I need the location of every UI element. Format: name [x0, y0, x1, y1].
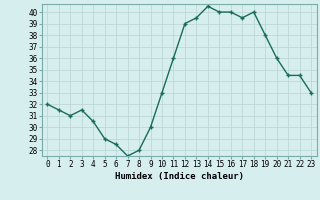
X-axis label: Humidex (Indice chaleur): Humidex (Indice chaleur): [115, 172, 244, 181]
